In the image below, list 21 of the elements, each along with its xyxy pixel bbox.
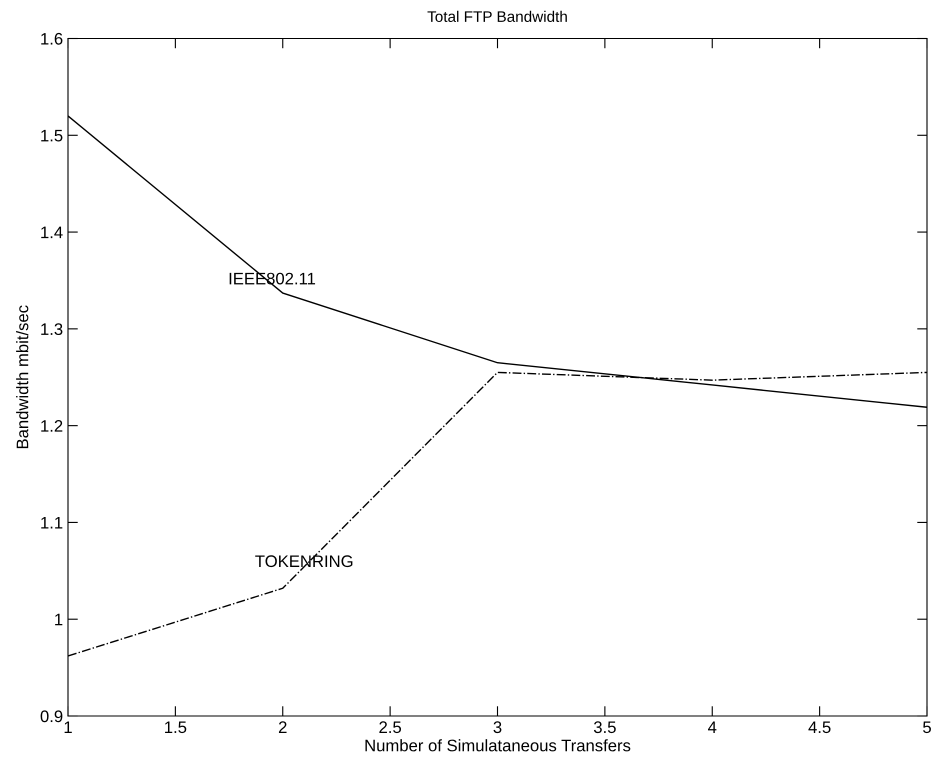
x-tick-label: 2 — [278, 721, 287, 733]
x-axis-title: Number of Simulataneous Transfers — [365, 739, 630, 752]
x-tick-label: 5 — [923, 721, 931, 734]
y-tick-label: 1.4 — [41, 226, 63, 238]
chart-title: Total FTP Bandwidth — [428, 10, 567, 22]
x-tick-label: 3.5 — [594, 721, 616, 734]
y-tick-label: 1.2 — [41, 420, 62, 432]
y-tick-label: 1 — [55, 614, 62, 626]
y-tick-label: 0.9 — [40, 710, 62, 722]
x-tick-label: 1.5 — [165, 721, 186, 734]
y-axis-title: Bandwidth mbit/sec — [16, 305, 28, 448]
annotation: TOKENRING — [255, 555, 352, 568]
x-tick-label: 1 — [64, 721, 72, 733]
x-tick-label: 4 — [708, 721, 716, 733]
y-tick-label: 1.1 — [41, 517, 62, 528]
x-tick-label: 2.5 — [379, 721, 402, 734]
y-tick-label: 1.5 — [41, 130, 62, 142]
x-tick-label: 3 — [494, 721, 502, 734]
y-tick-label: 1.6 — [41, 32, 62, 45]
y-tick-label: 1.3 — [41, 323, 62, 336]
x-tick-label: 4.5 — [808, 721, 831, 734]
